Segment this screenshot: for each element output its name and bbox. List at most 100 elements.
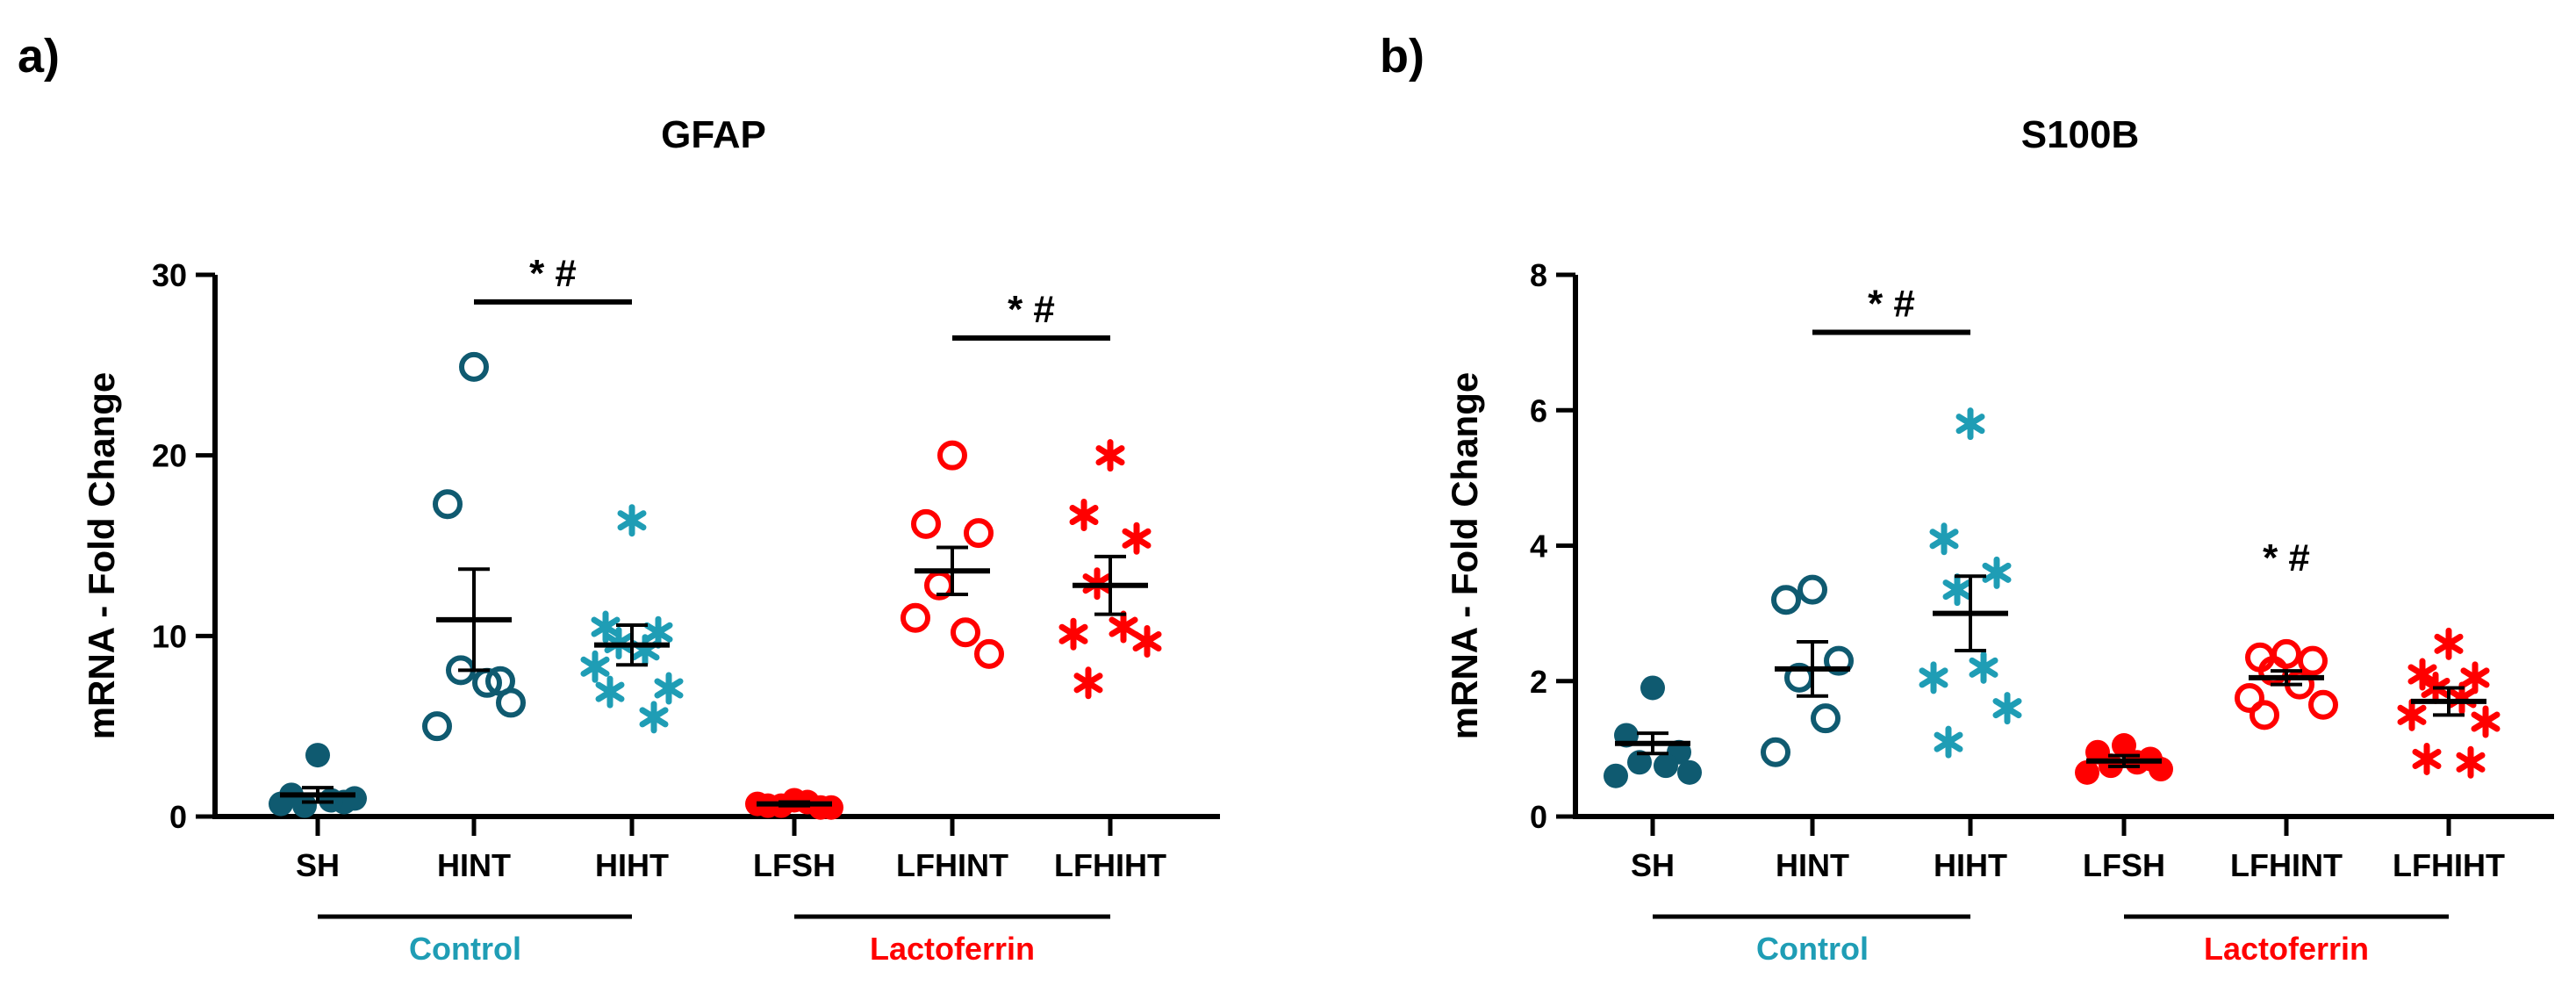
data-point-lfhint (937, 440, 967, 471)
data-point-hint (1761, 737, 1790, 767)
panel-a: a) GFAP mRNA - Fold Change Control Lacto… (18, 30, 1220, 967)
x-tick-label-a: LFHIHT (1054, 847, 1166, 883)
data-point-hint (433, 489, 463, 520)
chart-title-s100b: S100B (2021, 113, 2140, 156)
significance-label-b: * # (1868, 283, 1915, 326)
data-point-lfhint (974, 638, 1004, 669)
data-point-sh (269, 791, 293, 817)
data-point-lfhiht (2456, 745, 2486, 779)
data-point-hiht (1969, 651, 1998, 684)
group-label-lactoferrin-b: Lactoferrin (2204, 931, 2369, 967)
x-tick-label-b: LFHIHT (2393, 847, 2505, 883)
data-point-lfhint (951, 617, 980, 648)
data-point-hiht (1955, 407, 1985, 441)
y-tick-label-b: 0 (1530, 799, 1547, 835)
data-point-lfhint (911, 508, 941, 539)
data-point-lfsh (2112, 733, 2136, 759)
group-label-lactoferrin-a: Lactoferrin (870, 931, 1035, 967)
data-point-lfhiht (1122, 522, 1152, 555)
data-point-sh (319, 788, 343, 813)
data-point-lfhint (2308, 689, 2338, 720)
group-label-control-a: Control (409, 931, 521, 967)
panel-letter-a: a) (18, 30, 60, 83)
x-tick-label-b: SH (1631, 847, 1675, 883)
data-point-sh (305, 743, 330, 768)
data-point-lfhint (2250, 700, 2279, 730)
group-label-control-b: Control (1756, 931, 1869, 967)
plot-area-gfap: 0 10 20 30 SH HINT HIHT LFSH LFHINT LFHIHT * # * # (152, 252, 1220, 883)
data-point-lfhiht (2412, 742, 2442, 775)
data-point-hiht (630, 634, 660, 667)
data-point-lfsh (2075, 759, 2099, 785)
data-point-lfhint (901, 602, 930, 633)
data-point-sh (1654, 753, 1678, 779)
data-point-lfhiht (2434, 627, 2464, 660)
data-point-lfhiht (1058, 617, 1088, 651)
data-point-hiht (617, 504, 647, 537)
significance-label-a: * # (529, 252, 577, 295)
y-tick-label-b: 8 (1530, 257, 1547, 293)
data-point-hiht (1942, 573, 1972, 607)
chart-title-gfap: GFAP (661, 113, 766, 156)
x-tick-label-a: LFHINT (896, 847, 1008, 883)
data-point-sh (342, 786, 367, 811)
y-tick-label-a: 30 (152, 257, 187, 293)
panel-letter-b: b) (1380, 30, 1424, 83)
data-point-lfhiht (1073, 666, 1103, 700)
data-point-hint (1811, 703, 1841, 734)
data-point-lfhint (2235, 683, 2264, 714)
data-point-hint (459, 351, 489, 382)
data-point-hiht (1982, 556, 2012, 589)
data-point-lfsh (819, 795, 843, 820)
x-tick-label-a: SH (296, 847, 340, 883)
data-point-hiht (1992, 692, 2022, 725)
data-point-sh (1627, 750, 1652, 775)
y-tick-label-b: 2 (1530, 664, 1547, 700)
significance-label-a: * # (1008, 288, 1055, 331)
data-point-hiht (1929, 522, 1959, 556)
x-tick-label-b: LFSH (2083, 847, 2165, 883)
x-tick-label-a: HIHT (595, 847, 669, 883)
data-point-lfhiht (1069, 499, 1099, 532)
data-point-lfhiht (2460, 661, 2490, 694)
data-point-lfhiht (1109, 610, 1138, 644)
data-point-sh (1604, 763, 1628, 788)
data-point-hiht (595, 675, 625, 709)
data-point-hiht (654, 672, 684, 705)
plot-area-s100b: 0 2 4 6 8 SH HINT HIHT LFSH LFHINT LFHIHT * # * # (1530, 257, 2554, 883)
data-point-lfhint (2298, 645, 2328, 676)
data-point-hiht (580, 650, 610, 683)
y-tick-label-a: 20 (152, 438, 187, 474)
data-point-sh (1677, 759, 1702, 785)
data-point-hiht (639, 701, 669, 734)
x-tick-label-a: LFSH (753, 847, 836, 883)
data-point-lfhint (964, 518, 994, 549)
data-point-hint (1824, 645, 1854, 676)
data-point-lfhiht (1132, 625, 1162, 658)
data-point-lfhiht (2397, 698, 2427, 731)
data-point-lfhiht (1095, 439, 1125, 472)
data-point-hint (422, 711, 452, 742)
x-tick-label-a: HINT (437, 847, 511, 883)
x-tick-label-b: HINT (1776, 847, 1849, 883)
panel-b: b) S100B mRNA - Fold Change Control Lact… (1380, 30, 2554, 967)
data-point-lfhiht (2471, 705, 2501, 738)
y-axis-label-b: mRNA - Fold Change (1444, 372, 1485, 739)
data-point-lfhint (2271, 638, 2301, 669)
y-axis-label-a: mRNA - Fold Change (81, 372, 122, 739)
data-point-hint (1797, 574, 1827, 605)
data-point-hint (496, 687, 526, 718)
y-tick-label-b: 4 (1530, 529, 1547, 565)
data-point-hiht (1919, 661, 1948, 694)
significance-label-b: * # (2263, 536, 2310, 579)
data-point-hint (1771, 585, 1801, 615)
y-tick-label-b: 6 (1530, 392, 1547, 428)
y-tick-label-a: 10 (152, 618, 187, 654)
data-point-sh (292, 793, 317, 818)
y-tick-label-a: 0 (169, 799, 187, 835)
x-tick-label-b: HIHT (1934, 847, 2007, 883)
x-tick-label-b: LFHINT (2230, 847, 2343, 883)
data-point-hiht (1934, 725, 1963, 759)
data-point-sh (1640, 675, 1665, 701)
